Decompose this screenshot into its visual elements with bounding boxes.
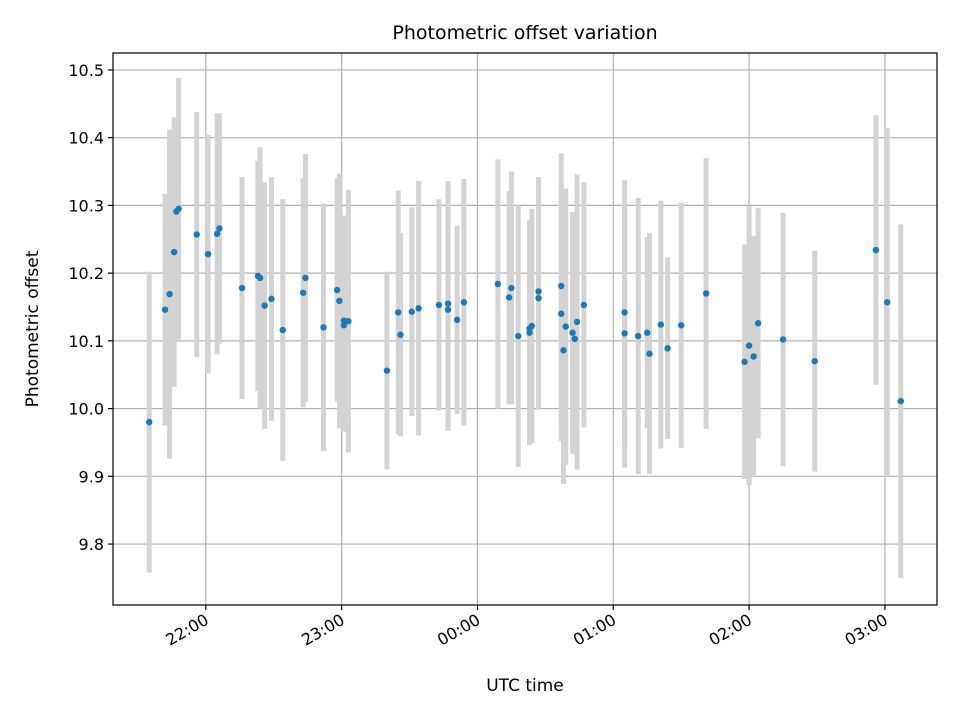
data-point [580,301,588,309]
y-tick-label: 10.5 [68,61,104,80]
y-tick-label: 9.8 [79,535,104,554]
data-point [320,324,327,331]
data-point [494,280,502,288]
data-point [161,306,169,313]
y-axis-ticks: 9.8 9.9 10.0 10.1 10.2 10.3 10.4 10.5 [68,61,113,554]
data-point [750,353,757,360]
data-point [897,397,904,405]
data-point [644,329,651,336]
data-point [562,323,569,330]
data-point [261,302,268,309]
data-point [256,274,264,282]
data-point [408,308,416,315]
y-tick-label: 10.4 [68,129,104,148]
plot-frame [112,52,938,606]
data-point [515,332,522,340]
y-tick-label: 10.3 [68,196,104,215]
data-point [216,225,223,232]
data-point [238,284,246,292]
data-point [299,289,307,296]
data-point [702,290,710,297]
chart-title: Photometric offset variation [392,22,657,44]
grid [113,53,937,605]
data-point [664,345,671,352]
data-point [383,367,391,374]
data-point [526,329,533,336]
data-point [872,246,880,254]
data-point [435,301,443,309]
data-point [302,274,309,282]
data-point [336,297,343,305]
data-point [741,358,748,366]
data-point [558,282,565,290]
data-point [397,331,404,338]
data-point [634,332,642,340]
data-point [621,330,628,337]
data-point [558,310,565,317]
data-point [621,309,628,316]
data-point [460,299,468,306]
data-point [415,305,422,312]
data-point [333,286,341,294]
data-point [573,318,581,326]
data-point [345,318,352,325]
data-point [170,248,178,256]
data-point [883,299,891,306]
x-axis-label: UTC time [486,676,564,696]
data-point [646,350,653,357]
data-point [560,347,567,354]
data-point [571,335,579,343]
data-point [204,250,212,258]
data-point [505,294,513,301]
y-tick-label: 10.0 [68,400,104,419]
y-tick-label: 9.9 [79,467,104,486]
data-point [528,322,535,330]
data-point [535,294,542,302]
data-point [779,336,787,343]
data-point [166,290,173,298]
y-tick-label: 10.1 [68,332,104,351]
data-point [395,309,402,316]
data-point [193,231,200,238]
data-point [453,316,461,324]
y-tick-label: 10.2 [68,264,104,283]
data-points [146,205,904,426]
data-point [279,326,286,334]
data-point [146,418,153,426]
data-point [657,321,665,328]
data-point [535,288,542,295]
data-point [569,329,576,336]
data-point [175,205,182,212]
data-point [811,357,818,365]
data-point [508,284,515,292]
data-point [213,230,221,238]
data-point [268,295,275,303]
data-point [677,322,685,329]
data-point [340,322,348,329]
data-point [745,342,753,349]
data-point [444,306,452,313]
data-point [754,320,762,327]
y-axis-label: Photometric offset [23,250,43,407]
data-point [444,300,452,307]
